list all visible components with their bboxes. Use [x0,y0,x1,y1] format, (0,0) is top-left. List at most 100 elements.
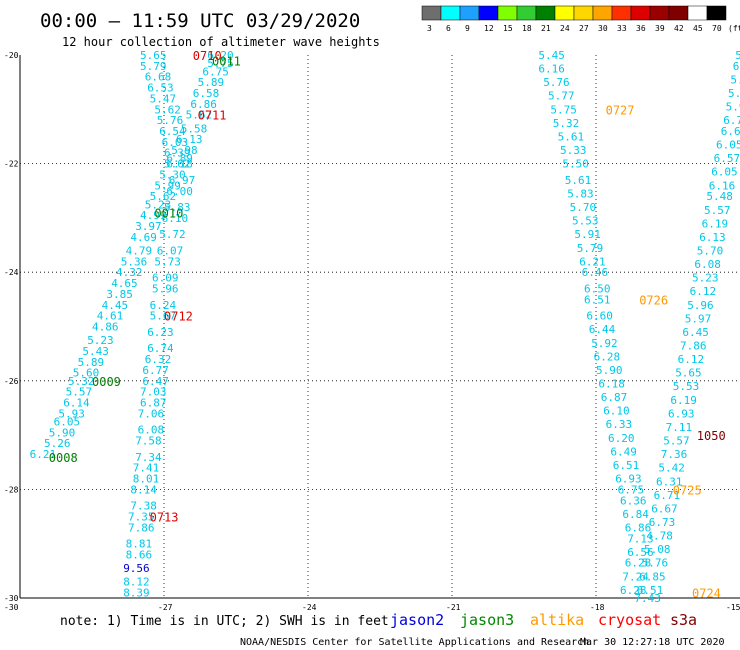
y-tick-label: -22 [4,160,19,169]
colorbar-swatch [668,5,689,21]
colorbar-label: 15 [503,24,513,33]
x-tick-label: -24 [302,603,317,612]
swh-value: 5.89 [78,356,105,369]
swh-value: 6.24 [150,299,177,312]
colorbar-swatch [649,5,670,21]
y-tick-label: -28 [4,485,19,494]
swh-value: 6.97 [169,174,196,187]
colorbar-swatch [497,5,518,21]
swh-value: 5.33 [560,144,587,157]
swh-value: 5.26 [44,437,71,450]
pass-label: 1050 [697,429,726,443]
swh-value: 6.44 [589,323,616,336]
swh-value: 5.76 [543,76,570,89]
legend-altika: altika [530,611,584,629]
swh-value: 5.76 [157,114,184,127]
colorbar-swatch [592,5,613,21]
swh-value: 6.18 [598,378,625,391]
colorbar-swatch [611,5,632,21]
swh-value: 6.31 [656,475,683,488]
colorbar-label: 30 [598,24,608,33]
swh-value: 5.65 [675,367,702,380]
colorbar-swatch [573,5,594,21]
pass-label: 0725 [673,483,702,497]
colorbar-label: 27 [579,24,589,33]
chart-title: 00:00 – 11:59 UTC 03/29/2020 [40,10,360,32]
swh-value: 6.28 [620,584,647,597]
swh-value: 7.24 [622,570,649,583]
swh-value: 4.78 [646,530,673,543]
swh-value: 6.87 [601,391,628,404]
swh-value: 6.08 [694,258,721,271]
pass-label: 0726 [639,293,668,307]
swh-value: 6.89 [166,152,193,165]
swh-value: 6.19 [702,217,729,230]
colorbar-label: 9 [465,24,470,33]
swh-value: 6.54 [159,125,186,138]
swh-value: 5.72 [159,228,186,241]
credit-text: NOAA/NESDIS Center for Satellite Applica… [240,637,589,648]
x-tick-label: -30 [4,603,19,612]
swh-value: 5.45 [538,49,565,62]
swh-value: 4.79 [126,244,153,257]
swh-value: 5.67 [150,310,177,323]
swh-value: 5.96 [152,282,179,295]
swh-value: 5.92 [591,337,618,350]
swh-value: 5.70 [697,244,724,257]
swh-value: 4.61 [97,310,124,323]
swh-value: 6.47 [142,375,169,388]
swh-value: 6.10 [603,405,630,418]
axis-ticks: -30 -27 -24 -21 -18 -15 -20 -22 -24 -26 -28 -30 [4,51,740,612]
swh-value: 7.58 [135,435,162,448]
swh-value: 7.38 [130,500,157,513]
swh-value: 6.13 [176,133,203,146]
swh-value: 6.10 [162,212,189,225]
swh-value: 5.75 [550,103,577,116]
series-jason3: 6.215.265.906.055.936.145.575.325.605.89… [30,49,234,461]
swh-value: 6.36 [620,494,647,507]
swh-value: 5.57 [66,386,93,399]
pass-label: 0710 [193,49,222,63]
timestamp-text: Mar 30 12:27:18 UTC 2020 [580,637,725,648]
colorbar-label: 45 [693,24,703,33]
swh-value: 5.99 [154,179,181,192]
swh-value: 5.57 [663,435,690,448]
swh-value: 5.61 [565,174,592,187]
swh-value: 6.60 [586,310,613,323]
swh-value: 6.68 [145,71,172,84]
swh-value: 6.58 [193,87,220,100]
x-tick-label: -18 [590,603,605,612]
pass-label: 0010 [154,206,183,220]
colorbar-swatch [535,5,556,21]
colorbar-label: 18 [522,24,532,33]
swh-value: 5.76 [642,557,669,570]
pass-label: 0711 [198,109,227,123]
swh-value: 5.61 [558,130,585,143]
swh-value: 6.14 [63,397,90,410]
x-tick-label: -15 [726,603,740,612]
pass-label: 0009 [92,375,121,389]
legend-jason3: jason3 [460,611,514,629]
swh-value: 4.99 [140,209,167,222]
legend-jason2: jason2 [390,611,444,629]
swh-value: 6.28 [594,350,621,363]
swh-value: 6.73 [649,516,676,529]
colorbar-swatch [459,5,480,21]
swh-value: 6.79 [723,114,740,127]
swh-value: 6.00 [166,185,193,198]
swh-values: 6.215.265.906.055.936.145.575.325.605.89… [30,49,740,605]
swh-value: 5.48 [706,190,733,203]
swh-value: 6.09 [152,272,179,285]
swh-value: 5.93 [58,407,85,420]
swh-value: 6.57 [714,152,740,165]
swh-value: 3.85 [106,288,132,301]
swh-value: 6.67 [651,502,678,515]
swh-value: 8.01 [133,473,160,486]
swh-value: 5.98 [171,144,198,157]
swh-value: 3.97 [135,220,162,233]
swh-value: 6.05 [54,416,81,429]
swh-value: 6.53 [147,82,174,95]
swh-value: 5.62 [150,190,177,203]
swh-value: 6.45 [682,326,709,339]
colorbar-label: 6 [446,24,451,33]
